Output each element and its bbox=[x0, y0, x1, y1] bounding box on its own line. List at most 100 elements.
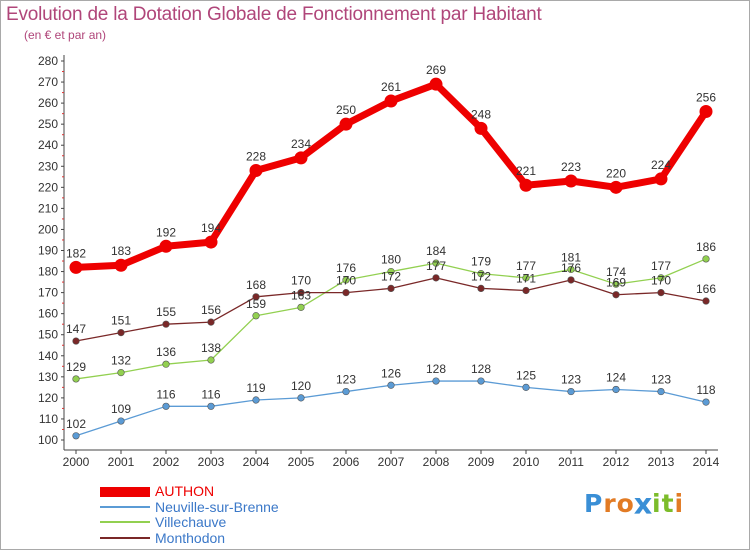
y-tick-label: 150 bbox=[38, 328, 58, 342]
data-point bbox=[612, 280, 620, 288]
data-point bbox=[564, 174, 578, 188]
data-label: 176 bbox=[336, 261, 356, 275]
y-tick-label: 190 bbox=[38, 244, 58, 258]
data-label: 155 bbox=[156, 305, 176, 319]
data-point bbox=[432, 259, 440, 267]
data-point bbox=[159, 239, 173, 253]
data-label: 118 bbox=[696, 383, 715, 397]
data-point bbox=[477, 270, 485, 278]
data-label: 176 bbox=[561, 261, 581, 275]
data-label: 119 bbox=[246, 381, 265, 395]
data-point bbox=[477, 377, 485, 385]
data-point bbox=[204, 235, 218, 249]
data-label: 250 bbox=[336, 103, 356, 117]
x-tick-label: 2014 bbox=[693, 455, 720, 469]
data-label: 183 bbox=[111, 244, 131, 258]
data-label: 224 bbox=[651, 158, 671, 172]
data-point bbox=[252, 312, 260, 320]
data-point bbox=[429, 77, 443, 91]
data-point bbox=[72, 432, 80, 440]
data-point bbox=[522, 274, 530, 282]
data-label: 124 bbox=[606, 370, 626, 384]
data-label: 186 bbox=[696, 240, 716, 254]
data-label: 172 bbox=[471, 269, 491, 283]
logo-letter: r bbox=[603, 489, 617, 518]
data-label: 151 bbox=[111, 314, 131, 328]
data-point bbox=[207, 318, 215, 326]
x-tick-label: 2002 bbox=[153, 455, 180, 469]
data-point bbox=[522, 383, 530, 391]
data-point bbox=[72, 337, 80, 345]
data-point bbox=[72, 375, 80, 383]
y-tick-label: 100 bbox=[38, 433, 58, 447]
data-point bbox=[249, 163, 263, 177]
y-tick-label: 180 bbox=[38, 265, 58, 279]
data-label: 109 bbox=[111, 402, 131, 416]
data-point bbox=[294, 151, 308, 165]
data-label: 102 bbox=[66, 417, 86, 431]
data-label: 172 bbox=[381, 269, 401, 283]
data-label: 132 bbox=[111, 354, 131, 368]
data-point bbox=[657, 387, 665, 396]
data-label: 123 bbox=[561, 373, 581, 387]
y-tick-label: 120 bbox=[38, 391, 58, 405]
data-point bbox=[387, 381, 395, 389]
data-point bbox=[699, 105, 713, 119]
data-label: 177 bbox=[516, 259, 536, 273]
data-label: 221 bbox=[516, 164, 536, 178]
data-label: 179 bbox=[471, 255, 491, 269]
data-point bbox=[252, 396, 260, 404]
data-point bbox=[162, 402, 170, 410]
data-point bbox=[117, 417, 125, 425]
data-point bbox=[384, 94, 398, 108]
data-point bbox=[522, 286, 530, 295]
legend-swatch-villechauve bbox=[100, 521, 150, 523]
data-point bbox=[432, 377, 440, 385]
data-point bbox=[477, 284, 485, 293]
x-tick-label: 2011 bbox=[558, 455, 584, 469]
data-point bbox=[342, 387, 350, 396]
data-label: 163 bbox=[291, 288, 311, 302]
logo-letter: i bbox=[652, 489, 662, 518]
data-label: 120 bbox=[291, 379, 311, 393]
data-label: 177 bbox=[426, 259, 446, 273]
y-tick-label: 200 bbox=[38, 222, 58, 236]
data-point bbox=[609, 180, 623, 194]
data-point bbox=[342, 276, 350, 284]
data-label: 123 bbox=[336, 373, 356, 387]
legend-swatch-authon bbox=[100, 487, 150, 497]
data-point bbox=[702, 398, 710, 406]
data-label: 180 bbox=[381, 253, 401, 267]
x-tick-label: 2010 bbox=[513, 455, 540, 469]
data-point bbox=[567, 387, 575, 396]
data-label: 170 bbox=[291, 274, 311, 288]
y-tick-label: 250 bbox=[38, 117, 58, 131]
data-label: 156 bbox=[201, 303, 221, 317]
data-label: 129 bbox=[66, 360, 86, 374]
y-tick-label: 270 bbox=[38, 75, 58, 89]
legend-swatch-monthodon bbox=[100, 536, 150, 539]
y-tick-label: 280 bbox=[38, 54, 58, 68]
data-point bbox=[612, 291, 620, 299]
data-label: 248 bbox=[471, 107, 491, 121]
x-tick-label: 2013 bbox=[648, 455, 675, 469]
data-label: 182 bbox=[66, 246, 86, 260]
data-label: 126 bbox=[381, 366, 401, 380]
data-point bbox=[207, 402, 215, 410]
data-label: 128 bbox=[426, 362, 446, 376]
data-point bbox=[702, 297, 710, 305]
logo-letter: t bbox=[661, 489, 675, 518]
logo-letter: i bbox=[674, 489, 685, 518]
data-point bbox=[432, 274, 440, 282]
data-label: 170 bbox=[336, 274, 356, 288]
legend-swatch-neuville bbox=[100, 505, 150, 508]
data-label: 261 bbox=[381, 80, 401, 94]
y-tick-label: 220 bbox=[38, 180, 58, 194]
x-tick-label: 2000 bbox=[63, 455, 90, 469]
y-tick-label: 160 bbox=[38, 307, 58, 321]
data-point bbox=[474, 121, 488, 135]
x-tick-label: 2001 bbox=[108, 455, 135, 469]
data-point bbox=[567, 265, 575, 274]
data-label: 159 bbox=[246, 297, 266, 311]
